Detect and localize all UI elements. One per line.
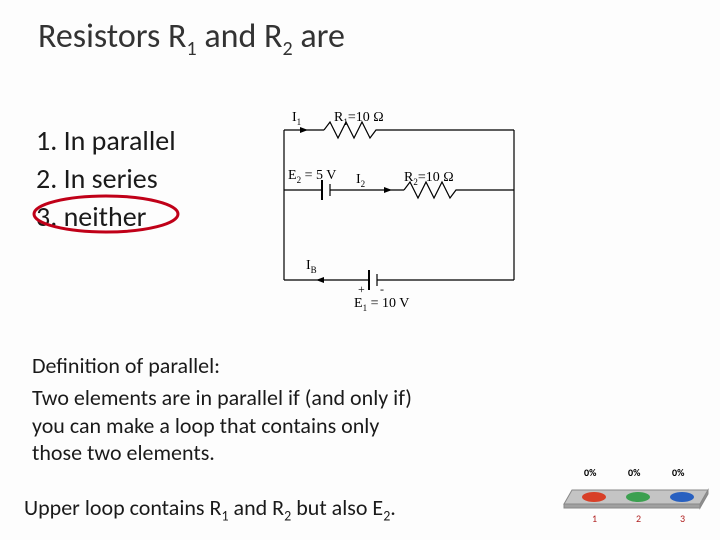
hist-pct-1: 0%: [584, 466, 596, 479]
answer-options: 1. In parallel 2. In series 3. neither: [36, 122, 176, 235]
circuit-diagram: I1 R1=10 Ω E2 = 5 V I2 R2=10 Ω IB + - E1…: [274, 110, 574, 330]
label-r1: R1=10 Ω: [334, 110, 384, 127]
label-r2: R2=10 Ω: [404, 170, 454, 187]
definition-body: Two elements are in parallel if (and onl…: [32, 384, 432, 467]
clicker-histogram: 0% 0% 0% 1 2 3: [560, 466, 710, 526]
hist-pct-3: 0%: [672, 466, 684, 479]
label-i1: I1: [292, 110, 301, 127]
upper-loop-note: Upper loop contains R1 and R2 but also E…: [24, 494, 396, 524]
hist-num-2: 2: [636, 512, 641, 525]
label-e2: E2 = 5 V: [288, 168, 336, 185]
slide-title: Resistors R1 and R2 are: [38, 16, 345, 61]
label-e1: E1 = 10 V: [354, 296, 409, 313]
label-ib: IB: [306, 258, 317, 275]
hist-num-1: 1: [592, 512, 597, 525]
hist-num-3: 3: [680, 512, 685, 525]
label-e1-plus: +: [358, 282, 365, 297]
label-i2: I2: [356, 172, 365, 189]
hist-pct-2: 0%: [628, 466, 640, 479]
label-e1-minus: -: [380, 282, 384, 297]
option-1: 1. In parallel: [36, 122, 176, 160]
definition-heading: Definition of parallel:: [32, 352, 220, 379]
circle-annotation: [28, 192, 188, 238]
